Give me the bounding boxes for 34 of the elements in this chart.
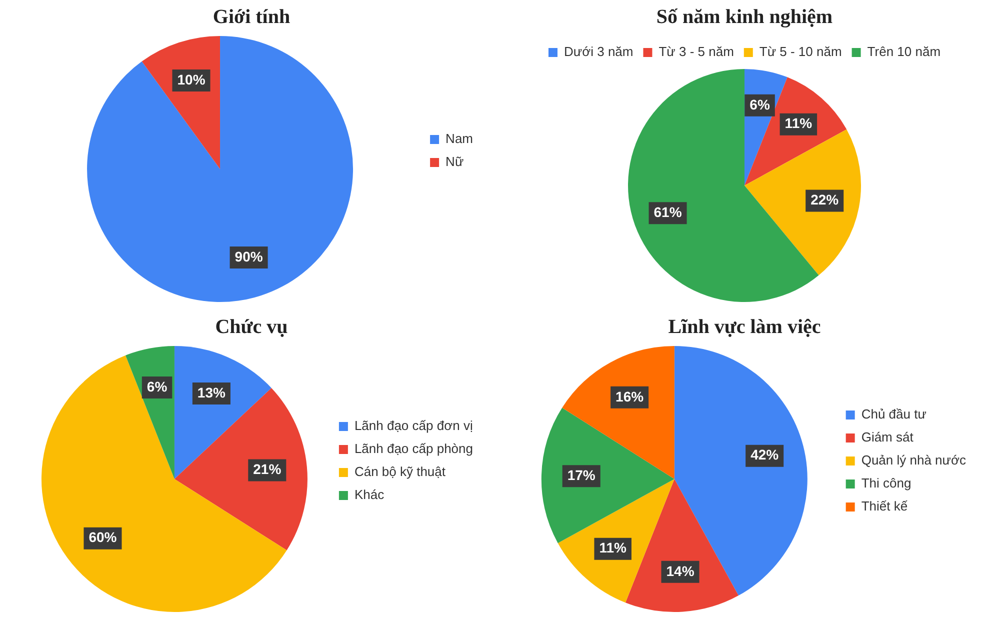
data-label: 60% (88, 529, 118, 546)
legend-label: Nam (446, 131, 474, 146)
legend-label: Nữ (446, 154, 464, 170)
data-label: 13% (197, 384, 226, 400)
data-label: 11% (599, 540, 628, 556)
data-label: 61% (654, 204, 682, 220)
legend-label: Lãnh đạo cấp đơn vị (354, 418, 473, 434)
data-label: 42% (750, 446, 780, 463)
legend-label: Chủ đầu tư (861, 406, 927, 422)
chart-title: Chức vụ (215, 316, 288, 338)
data-label: 21% (253, 461, 282, 478)
chart-title: Giới tính (212, 6, 290, 28)
data-label: 17% (567, 466, 596, 483)
legend-label: Giám sát (861, 430, 914, 445)
legend-label: Lãnh đạo cấp phòng (354, 441, 474, 456)
legend-label: Trên 10 năm (867, 44, 941, 60)
legend-label: Thi công (861, 476, 912, 491)
legend-label: Từ 5 - 10 năm (759, 44, 842, 60)
data-label: 10% (177, 71, 206, 88)
data-label: 22% (810, 192, 840, 208)
data-label: 14% (666, 562, 695, 579)
chart-title: Lĩnh vực làm việc (668, 316, 821, 338)
legend-label: Khác (354, 487, 385, 502)
data-label: 6% (146, 378, 168, 394)
data-label: 90% (234, 248, 264, 264)
legend-label: Dưới 3 năm (564, 44, 634, 60)
data-label: 11% (784, 115, 813, 132)
legend-label: Quản lý nhà nước (861, 452, 966, 468)
legend-label: Cán bộ kỹ thuật (354, 464, 446, 480)
legend-label: Từ 3 - 5 năm (658, 44, 734, 60)
legend-label: Thiết kế (861, 498, 908, 514)
chart-title: Số năm kinh nghiệm (656, 6, 833, 28)
data-label: 16% (616, 388, 644, 404)
data-label: 6% (750, 96, 770, 112)
